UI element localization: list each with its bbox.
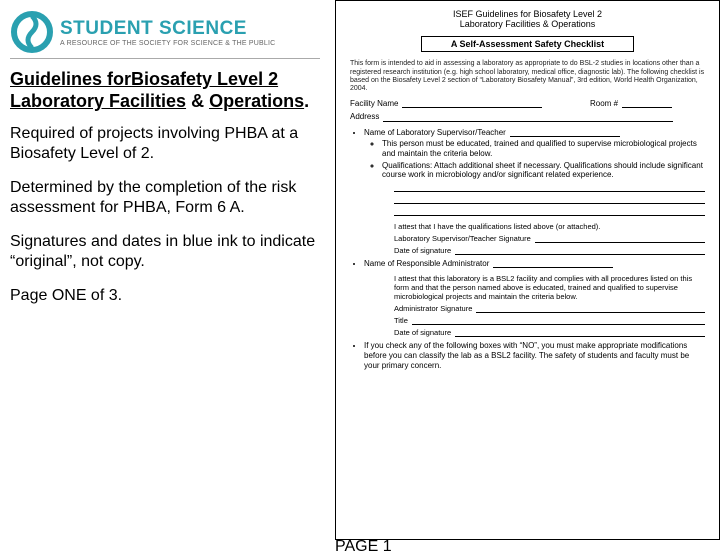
logo-main: STUDENT SCIENCE (60, 18, 275, 40)
left-column: STUDENT SCIENCE A RESOURCE OF THE SOCIET… (0, 0, 335, 540)
sig-date-input[interactable] (455, 254, 705, 255)
address-row: Address (350, 112, 705, 122)
qual-line-2[interactable] (394, 194, 705, 204)
sig-teacher-label: Laboratory Supervisor/Teacher Signature (394, 234, 531, 243)
address-label: Address (350, 112, 379, 122)
doc-title: ISEF Guidelines for Biosafety Level 2 La… (350, 9, 705, 30)
attest-1: I attest that I have the qualifications … (394, 222, 705, 231)
title-post: & (186, 91, 209, 111)
logo: STUDENT SCIENCE A RESOURCE OF THE SOCIET… (10, 10, 327, 54)
para-1: Required of projects involving PHBA at a… (10, 124, 327, 164)
doc-intro: This form is intended to aid in assessin… (350, 60, 705, 92)
facility-field: Facility Name (350, 99, 580, 109)
supervisor-input[interactable] (510, 136, 620, 137)
facility-label: Facility Name (350, 99, 398, 109)
title-mid: Laboratory Facilities (10, 91, 186, 111)
sig-title-row: Title (394, 316, 705, 325)
page-title: Guidelines forBiosafety Level 2 Laborato… (10, 69, 327, 112)
admin-field: Name of Responsible Administrator (364, 259, 705, 269)
room-field: Room # (590, 99, 705, 109)
title-end: Operations (209, 91, 304, 111)
sub-1: This person must be educated, trained an… (382, 139, 705, 158)
sig-title-input[interactable] (412, 324, 705, 325)
address-field: Address (350, 112, 705, 122)
room-label: Room # (590, 99, 618, 109)
title-pre: Guidelines for (10, 69, 131, 89)
sub-2: Qualifications: Attach additional sheet … (382, 161, 705, 180)
facility-input[interactable] (402, 107, 542, 108)
attest-block-1: I attest that I have the qualifications … (394, 222, 705, 255)
logo-icon (10, 10, 54, 54)
supervisor-label: Name of Laboratory Supervisor/Teacher (364, 128, 506, 138)
sig-teacher-row: Laboratory Supervisor/Teacher Signature (394, 234, 705, 243)
doc-title-l1: ISEF Guidelines for Biosafety Level 2 (350, 9, 705, 19)
logo-sub: A RESOURCE OF THE SOCIETY FOR SCIENCE & … (60, 40, 275, 47)
address-input[interactable] (383, 121, 673, 122)
room-input[interactable] (622, 107, 672, 108)
supervisor-field: Name of Laboratory Supervisor/Teacher (364, 128, 705, 138)
admin-label: Name of Responsible Administrator (364, 259, 489, 269)
sig-teacher-input[interactable] (535, 242, 705, 243)
sub-list-1: This person must be educated, trained an… (364, 139, 705, 179)
doc-title-l2: Laboratory Facilities & Operations (350, 19, 705, 29)
sig-admin-label: Administrator Signature (394, 304, 472, 313)
title-link: Biosafety Level 2 (131, 69, 278, 89)
sig-admin-row: Administrator Signature (394, 304, 705, 313)
para-2: Determined by the completion of the risk… (10, 178, 327, 218)
bullet-1: Name of Laboratory Supervisor/Teacher Th… (364, 128, 705, 255)
para-3: Signatures and dates in blue ink to indi… (10, 232, 327, 272)
qual-line-1[interactable] (394, 182, 705, 192)
attest-2: I attest that this laboratory is a BSL2 … (394, 274, 705, 301)
page-footer: PAGE 1 (335, 538, 720, 556)
sig-date2-input[interactable] (455, 336, 705, 337)
sig-date-row: Date of signature (394, 246, 705, 255)
sig-date2-row: Date of signature (394, 328, 705, 337)
attest-block-2: I attest that this laboratory is a BSL2 … (394, 274, 705, 337)
bullet-2: Name of Responsible Administrator I atte… (364, 259, 705, 338)
right-column: ISEF Guidelines for Biosafety Level 2 La… (335, 0, 720, 540)
logo-text: STUDENT SCIENCE A RESOURCE OF THE SOCIET… (60, 18, 275, 47)
bullet-3: If you check any of the following boxes … (364, 341, 705, 370)
bullet-list: Name of Laboratory Supervisor/Teacher Th… (350, 128, 705, 370)
admin-input[interactable] (493, 267, 613, 268)
para-4: Page ONE of 3. (10, 286, 327, 306)
sig-date2-label: Date of signature (394, 328, 451, 337)
logo-underline (10, 58, 320, 59)
sig-admin-input[interactable] (476, 312, 705, 313)
page-root: STUDENT SCIENCE A RESOURCE OF THE SOCIET… (0, 0, 720, 540)
sig-date-label: Date of signature (394, 246, 451, 255)
title-dot: . (304, 91, 309, 111)
facility-row: Facility Name Room # (350, 99, 705, 109)
doc-subtitle: A Self-Assessment Safety Checklist (421, 36, 634, 53)
sig-title-label: Title (394, 316, 408, 325)
qual-line-3[interactable] (394, 206, 705, 216)
